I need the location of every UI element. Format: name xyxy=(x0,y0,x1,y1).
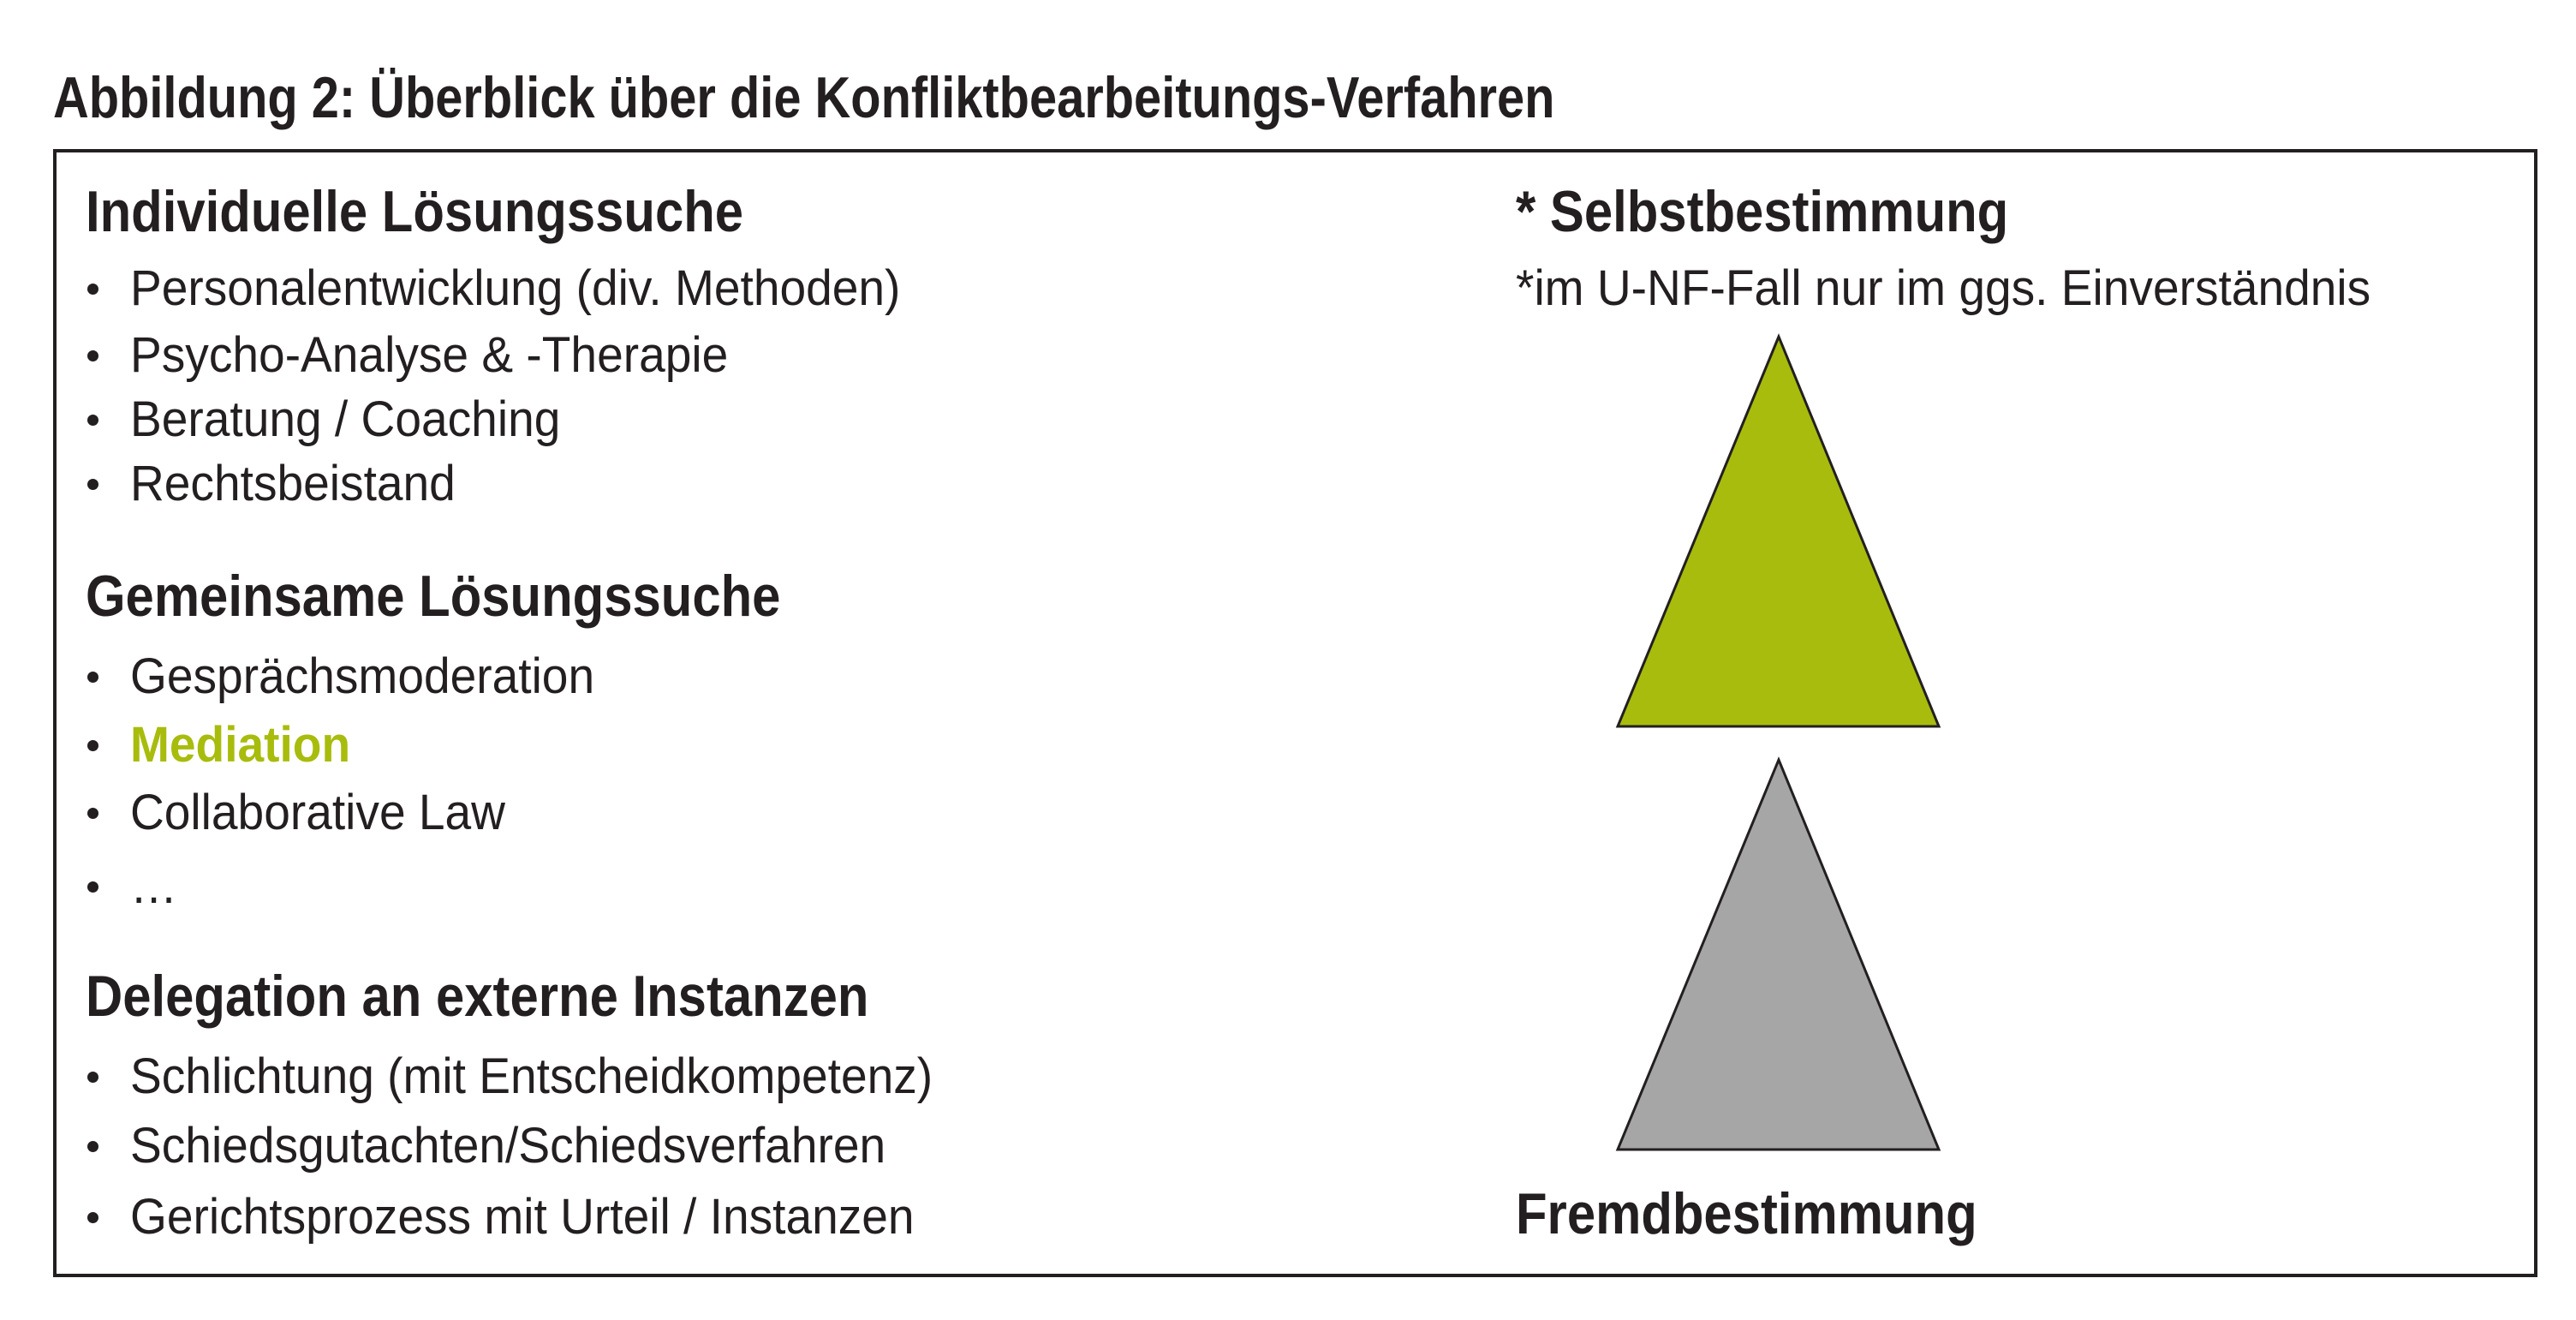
external-determination-label: Fremdbestimmung xyxy=(1516,1181,1977,1246)
bullet-icon xyxy=(87,350,98,361)
grey-triangle xyxy=(1615,756,1941,1151)
list-item-highlighted: Mediation xyxy=(130,717,351,773)
list-item: Beratung / Coaching xyxy=(130,391,561,447)
green-triangle xyxy=(1615,333,1941,728)
list-item: Rechtsbeistand xyxy=(130,456,456,511)
list-item: … xyxy=(130,858,178,914)
list-item: Psycho-Analyse & -Therapie xyxy=(130,327,729,383)
bullet-icon xyxy=(87,881,98,893)
list-item: Personalentwicklung (div. Methoden) xyxy=(130,260,901,316)
self-determination-label: * Selbstbestimmung xyxy=(1516,179,2009,244)
section-heading-individual: Individuelle Lösungssuche xyxy=(86,179,744,244)
bullet-icon xyxy=(87,808,98,819)
figure-title: Abbildung 2: Überblick über die Konflikt… xyxy=(53,65,1555,130)
list-item: Gerichtsprozess mit Urteil / Instanzen xyxy=(130,1189,915,1245)
bullet-icon xyxy=(87,284,98,295)
bullet-icon xyxy=(87,415,98,426)
list-item: Schlichtung (mit Entscheidkompetenz) xyxy=(130,1048,933,1104)
figure-frame xyxy=(53,149,2537,1277)
bullet-icon xyxy=(87,1141,98,1152)
bullet-icon xyxy=(87,479,98,490)
bullet-icon xyxy=(87,1212,98,1223)
list-item: Schiedsgutachten/Schiedsverfahren xyxy=(130,1118,886,1174)
bullet-icon xyxy=(87,740,98,751)
section-heading-delegation: Delegation an externe Instanzen xyxy=(86,964,869,1029)
list-item: Collaborative Law xyxy=(130,785,505,840)
list-item: Gesprächsmoderation xyxy=(130,648,595,704)
bullet-icon xyxy=(87,1072,98,1083)
section-heading-joint: Gemeinsame Lösungssuche xyxy=(86,564,781,629)
footnote: *im U-NF-Fall nur im ggs. Einverständnis xyxy=(1516,260,2371,316)
bullet-icon xyxy=(87,672,98,683)
